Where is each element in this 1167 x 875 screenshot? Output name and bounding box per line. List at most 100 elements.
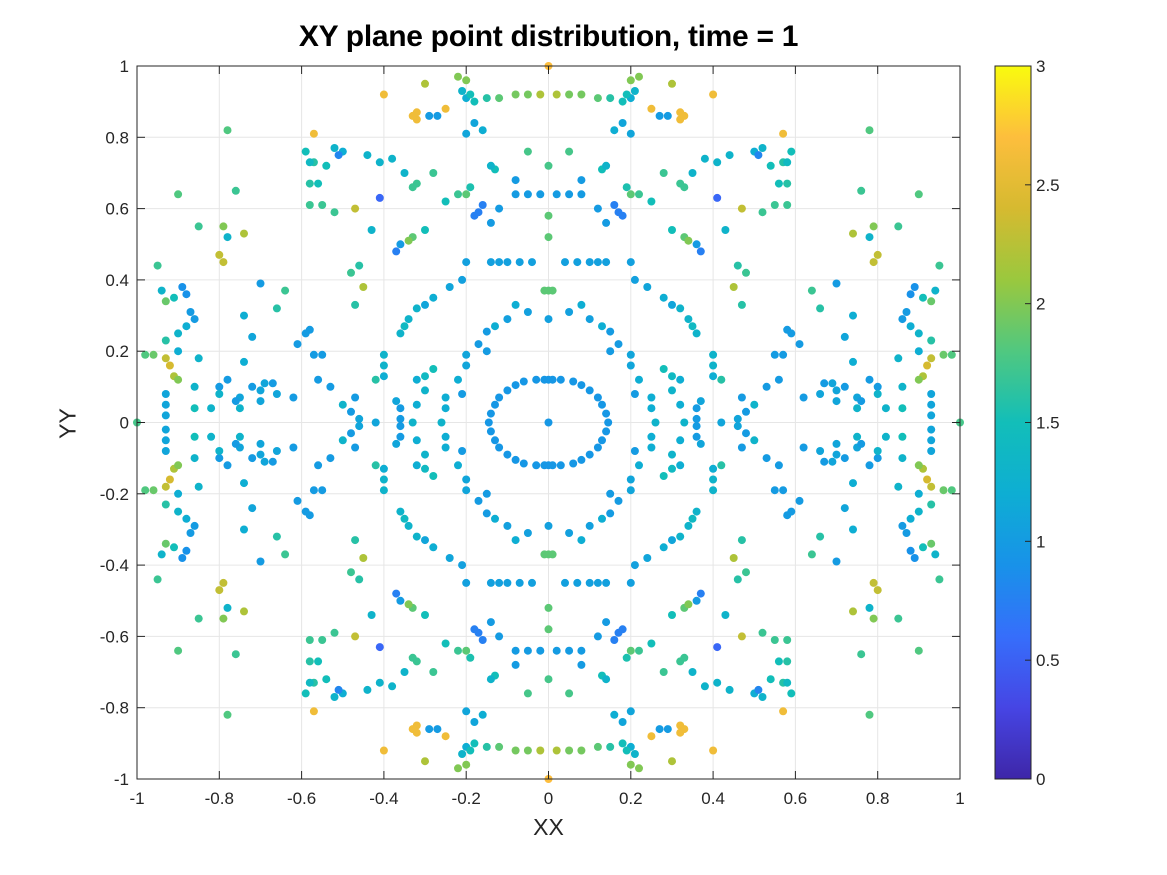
data-point [647, 404, 656, 413]
data-point [161, 425, 170, 434]
data-point [482, 327, 491, 336]
data-point [318, 636, 327, 644]
data-point [400, 322, 409, 331]
data-point [544, 675, 553, 684]
data-point [688, 169, 697, 177]
data-point [174, 190, 183, 199]
data-point [577, 660, 586, 669]
data-point [256, 386, 265, 395]
data-point [367, 226, 376, 234]
data-point [688, 514, 697, 523]
data-point [314, 461, 323, 470]
data-point [153, 261, 162, 270]
colorbar-tick-label: 1.5 [1036, 414, 1060, 433]
data-point [400, 668, 409, 676]
data-point [914, 329, 923, 338]
data-point [503, 521, 512, 530]
data-point [256, 397, 265, 406]
data-point [429, 668, 438, 676]
data-point [462, 350, 471, 359]
data-point [602, 258, 611, 267]
data-point [700, 682, 709, 691]
data-point [174, 329, 183, 338]
data-point [914, 646, 923, 655]
data-point [668, 757, 676, 766]
data-point [931, 286, 940, 295]
data-point [799, 443, 808, 452]
data-point [470, 739, 479, 748]
data-point [174, 461, 183, 470]
data-point [816, 447, 825, 455]
data-point [421, 300, 429, 309]
data-point [161, 411, 170, 420]
data-point [849, 607, 857, 616]
data-point [750, 436, 759, 445]
data-point [894, 614, 903, 623]
data-point [565, 646, 574, 655]
data-point [355, 575, 364, 584]
data-point [779, 486, 788, 495]
data-point [832, 386, 841, 395]
data-point [523, 308, 532, 316]
data-point [157, 286, 166, 295]
data-point [873, 586, 882, 595]
data-point [429, 293, 438, 302]
data-point [766, 161, 775, 170]
data-point [919, 543, 927, 552]
data-point [458, 750, 467, 758]
data-point [281, 286, 290, 295]
data-point [540, 286, 549, 295]
data-point [330, 144, 339, 152]
data-point [330, 628, 339, 637]
data-point [618, 97, 627, 106]
data-point [425, 725, 434, 734]
x-tick-label: -0.2 [452, 789, 481, 808]
data-point [853, 432, 862, 441]
data-point [585, 258, 594, 267]
data-point [511, 190, 520, 199]
data-point [161, 436, 170, 445]
data-point [515, 578, 524, 587]
data-point [688, 322, 697, 331]
data-point [783, 636, 792, 644]
data-point [293, 340, 302, 349]
data-point [182, 322, 191, 331]
data-point [709, 746, 718, 755]
data-point [927, 425, 936, 434]
data-point [396, 422, 405, 431]
data-point [902, 529, 911, 537]
data-point [655, 725, 664, 734]
data-point [762, 454, 771, 463]
data-point [902, 308, 911, 316]
data-point [684, 236, 693, 245]
data-point [231, 650, 240, 659]
data-point [577, 455, 586, 464]
data-point [272, 304, 281, 313]
data-point [474, 496, 483, 505]
data-point [602, 618, 611, 627]
data-point [161, 297, 170, 306]
data-point [219, 222, 228, 231]
data-point [828, 379, 837, 388]
data-point [503, 258, 512, 267]
data-point [647, 639, 656, 648]
data-point [309, 350, 318, 359]
data-point [729, 554, 738, 562]
data-point [462, 760, 471, 769]
data-point [334, 151, 343, 160]
data-point [523, 746, 532, 755]
data-point [408, 653, 417, 662]
data-point [787, 689, 796, 698]
data-point [630, 390, 639, 398]
x-tick-label: 0.2 [619, 789, 643, 808]
data-point [421, 536, 429, 545]
data-point [523, 90, 532, 99]
data-point [774, 657, 783, 666]
data-point [593, 393, 602, 402]
data-point [676, 461, 685, 470]
data-point [186, 529, 195, 537]
data-point [305, 657, 314, 666]
data-point [774, 179, 783, 188]
data-point [165, 475, 174, 484]
